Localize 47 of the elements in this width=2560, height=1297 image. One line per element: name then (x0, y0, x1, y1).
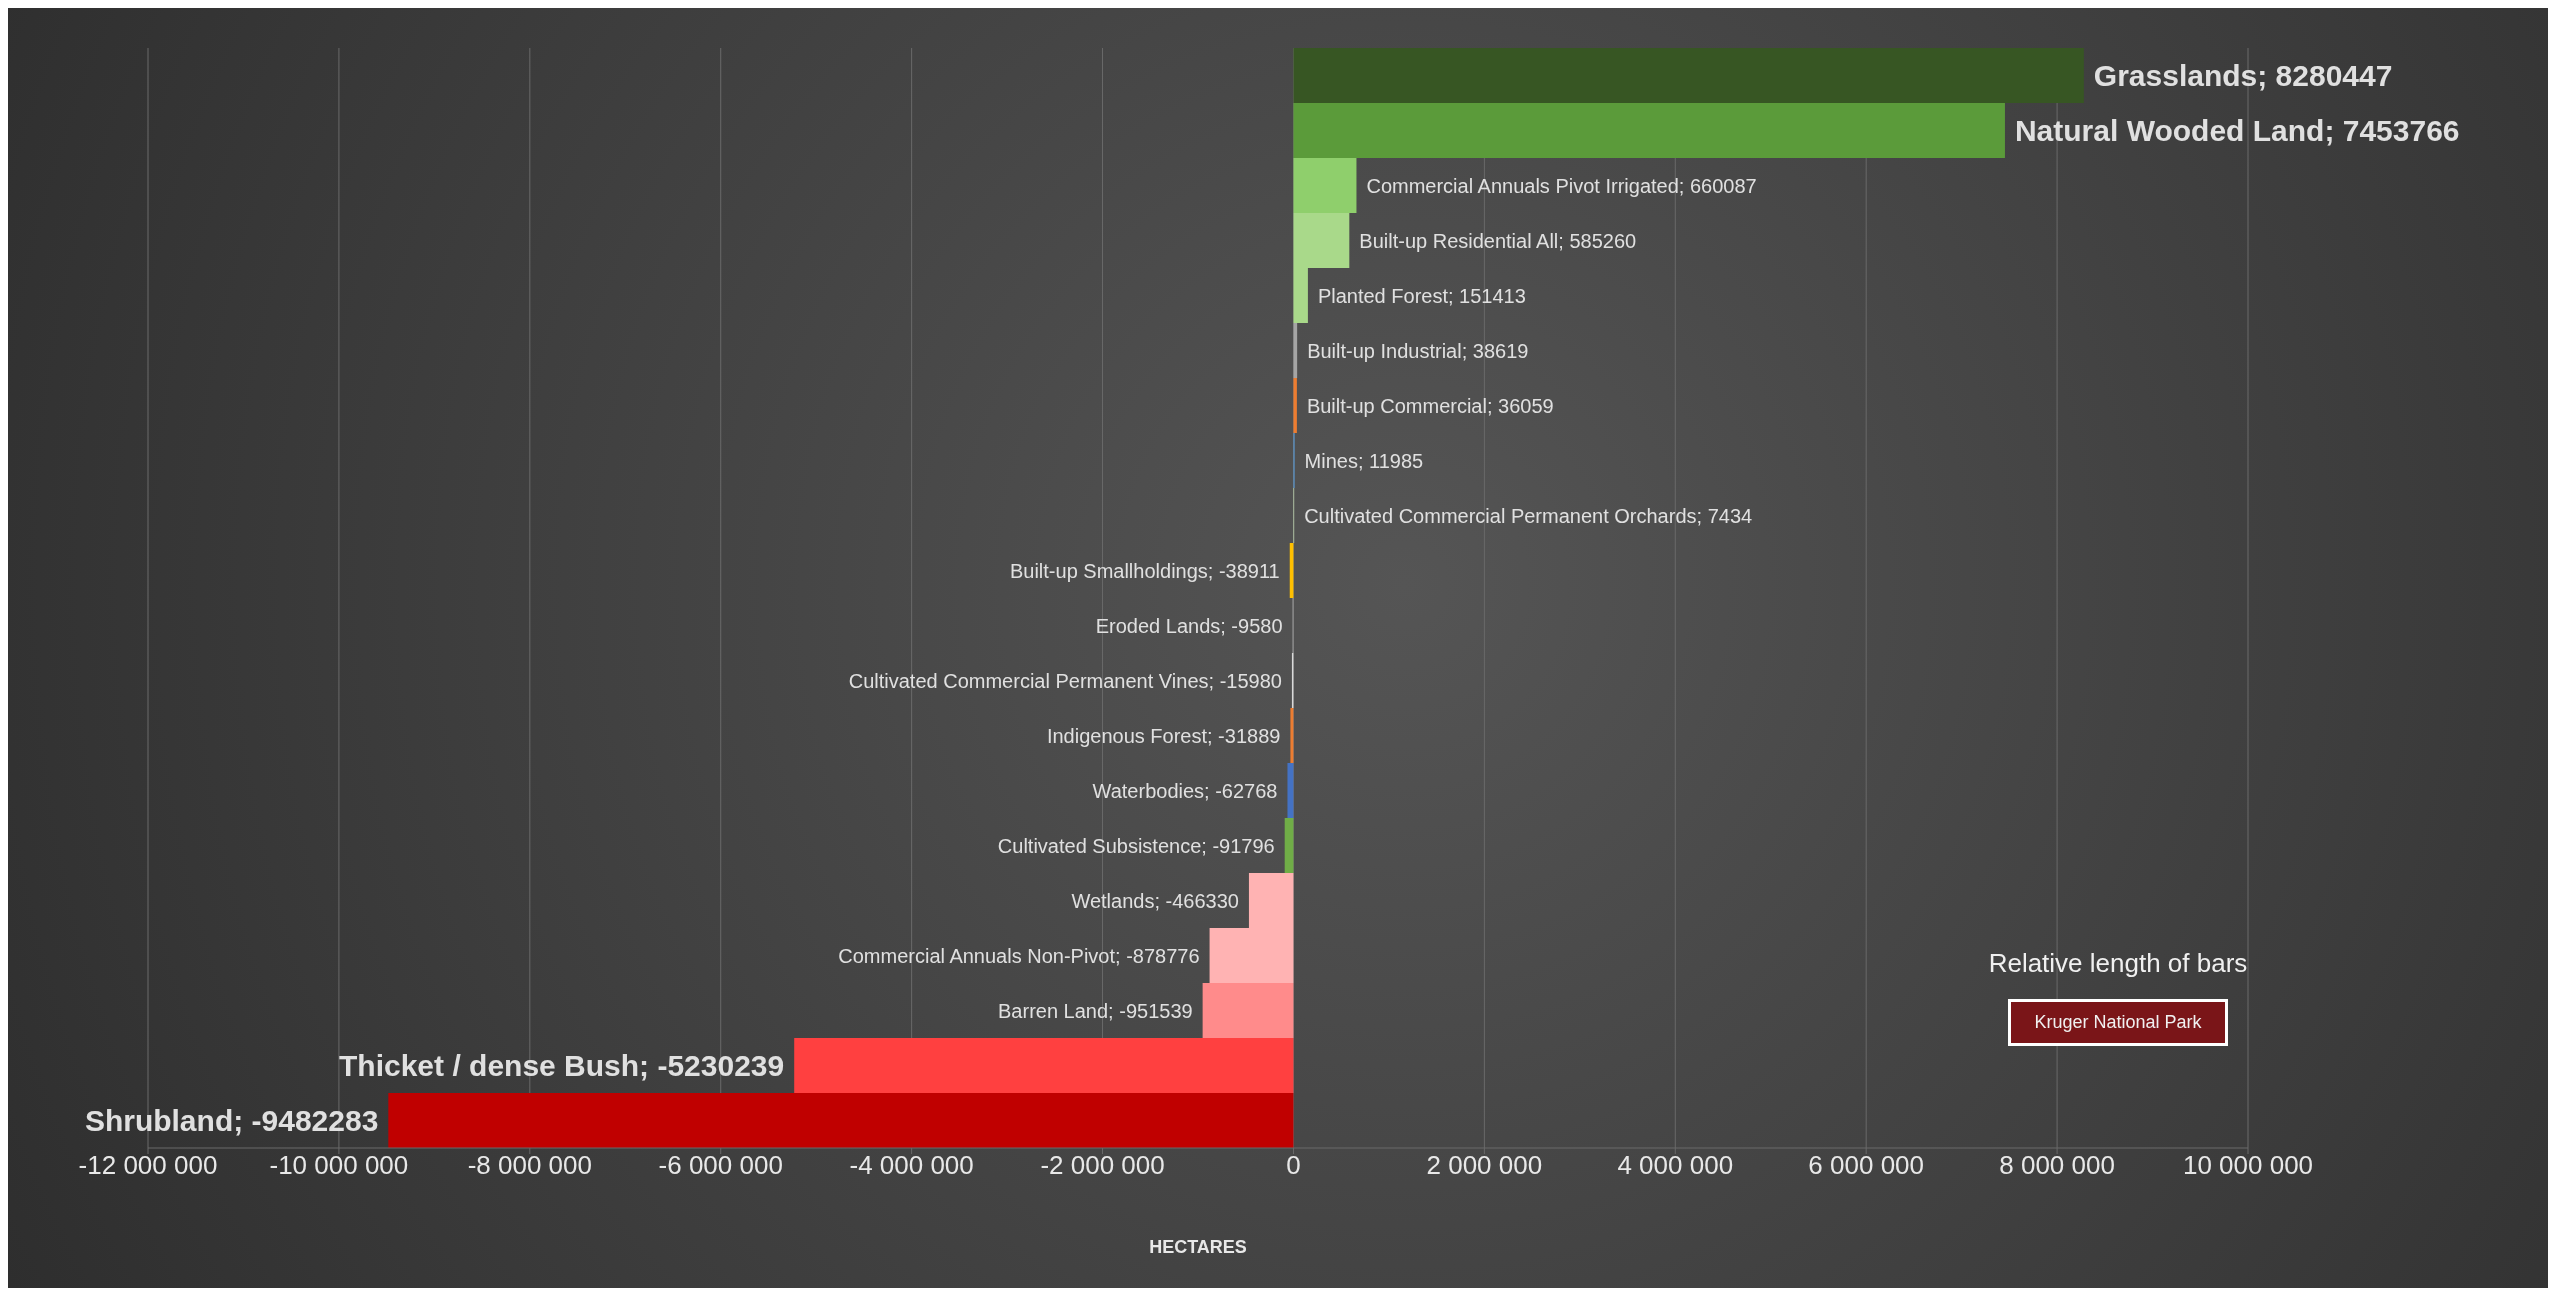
x-tick-label: 2 000 000 (1426, 1150, 1543, 1181)
x-tick-label: 6 000 000 (1808, 1150, 1925, 1181)
annotation: Kruger National Park (2008, 999, 2228, 1046)
bar (1290, 708, 1294, 763)
x-tick-label: -8 000 000 (467, 1150, 592, 1181)
x-axis-title: HECTARES (1149, 1237, 1247, 1257)
data-label: Cultivated Subsistence; -91796 (997, 834, 1275, 857)
bar (1284, 818, 1294, 873)
note-box: Relative length of bars Kruger National Park (1988, 948, 2248, 1046)
x-tick-label: -10 000 000 (269, 1150, 409, 1181)
data-label: Commercial Annuals Pivot Irrigated; 660087 (1366, 174, 1757, 197)
data-label: Built-up Commercial; 36059 (1306, 394, 1554, 417)
data-label: Cultivated Commercial Permanent Vines; -15980 (848, 669, 1282, 692)
data-label: Grasslands; 8280447 (2093, 59, 2393, 92)
x-tick-label: 10 000 000 (2182, 1150, 2314, 1181)
data-label: Thicket / dense Bush; -5230239 (339, 1049, 785, 1082)
data-label: Shrubland; -9482283 (84, 1104, 379, 1137)
data-label: Natural Wooded Land; 7453766 (2014, 114, 2460, 147)
x-tick-label: -6 000 000 (658, 1150, 783, 1181)
bar (388, 1093, 1294, 1148)
data-label: Built-up Industrial; 38619 (1307, 339, 1529, 362)
x-tick-label: 8 000 000 (1999, 1150, 2115, 1181)
bar (1293, 158, 1357, 213)
bar (1293, 378, 1297, 433)
data-label: Indigenous Forest; -31889 (1046, 724, 1281, 747)
data-label: Cultivated Commercial Permanent Orchards; 7434 (1304, 504, 1753, 527)
data-label: Eroded Lands; -9580 (1095, 614, 1283, 637)
bar (1293, 48, 2084, 103)
annotation: Relative length of bars (1988, 948, 2248, 979)
data-label: Wetlands; -466330 (1071, 889, 1239, 912)
data-label: Barren Land; -951539 (998, 999, 1193, 1022)
data-label: Commercial Annuals Non-Pivot; -878776 (838, 944, 1200, 967)
x-tick-label: -4 000 000 (849, 1150, 974, 1181)
data-label: Built-up Smallholdings; -38911 (1009, 559, 1280, 582)
bar (1202, 983, 1294, 1038)
bar (794, 1038, 1294, 1093)
bar (1293, 323, 1298, 378)
x-tick-label: -2 000 000 (1040, 1150, 1165, 1181)
data-label: Planted Forest; 151413 (1317, 284, 1526, 307)
x-tick-label: 4 000 000 (1617, 1150, 1734, 1181)
bar (1287, 763, 1294, 818)
data-label: Waterbodies; -62768 (1092, 779, 1278, 802)
data-label: Built-up Residential All; 585260 (1359, 229, 1637, 252)
x-tick-label: 0 (1286, 1150, 1301, 1181)
data-label: Mines; 11985 (1304, 449, 1424, 472)
bar (1293, 103, 2005, 158)
x-tick-label: -12 000 000 (78, 1150, 218, 1181)
